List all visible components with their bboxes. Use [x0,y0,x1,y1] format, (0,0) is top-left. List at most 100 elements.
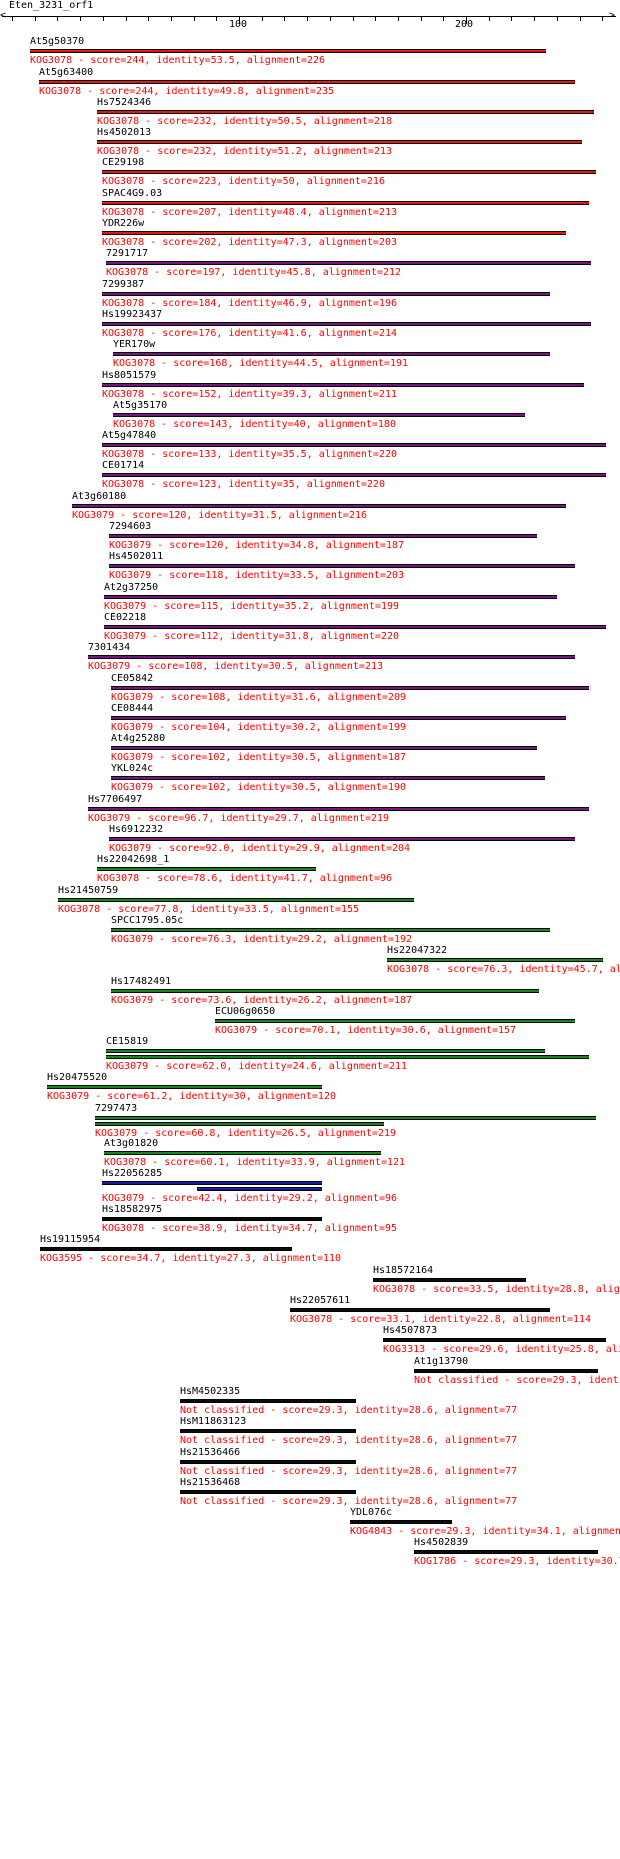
hit-name[interactable]: At5g35170 [113,400,168,411]
hit-alignment-bar[interactable] [109,534,537,538]
hit-alignment-bar[interactable] [40,1247,292,1251]
hit-name[interactable]: Hs18572164 [373,1265,434,1276]
hit-name[interactable]: YKL024c [111,763,154,774]
hit-alignment-bar[interactable] [387,958,603,962]
hit-alignment-bar[interactable] [215,1019,575,1023]
hit-name[interactable]: Hs20475520 [47,1072,108,1083]
hit-name[interactable]: Hs6912232 [109,824,164,835]
hit-name[interactable]: 7297473 [95,1103,138,1114]
hit-alignment-bar[interactable] [106,261,591,265]
hit-alignment-bar[interactable] [102,1217,322,1221]
hit-alignment-bar[interactable] [102,292,550,296]
hit-name[interactable]: CE02218 [104,612,147,623]
hit-alignment-bar[interactable] [111,746,537,750]
hit-name[interactable]: SPCC1795.05c [111,915,184,926]
hit-name[interactable]: Hs4502011 [109,551,164,562]
hit-alignment-bar[interactable] [111,989,539,993]
hit-alignment-bar[interactable] [197,1187,322,1191]
hit-name[interactable]: Hs17482491 [111,976,172,987]
hit-alignment-bar[interactable] [102,231,566,235]
hit-alignment-bar[interactable] [72,504,566,508]
hit-alignment-bar[interactable] [58,898,414,902]
hit-alignment-bar[interactable] [104,1151,381,1155]
hit-alignment-bar[interactable] [102,473,606,477]
hit-name[interactable]: At5g47840 [102,430,157,441]
hit-alignment-bar[interactable] [373,1278,526,1282]
hit-name[interactable]: 7291717 [106,248,149,259]
hit-alignment-bar[interactable] [109,837,575,841]
hit-alignment-bar[interactable] [113,352,550,356]
hit-alignment-bar[interactable] [104,625,606,629]
hit-name[interactable]: At4g25280 [111,733,166,744]
hit-alignment-bar[interactable] [111,686,589,690]
hit-alignment-bar[interactable] [109,564,575,568]
hit-alignment-bar[interactable] [95,1116,596,1120]
hit-alignment-bar[interactable] [102,322,591,326]
hit-alignment-bar[interactable] [39,80,575,84]
hit-name[interactable]: SPAC4G9.03 [102,188,163,199]
hit-name[interactable]: CE05842 [111,673,154,684]
hit-name[interactable]: Hs8051579 [102,370,157,381]
hit-name[interactable]: 7294603 [109,521,152,532]
hit-name[interactable]: ECU06g0650 [215,1006,276,1017]
hit-name[interactable]: 7301434 [88,642,131,653]
hit-alignment-bar[interactable] [113,413,525,417]
hit-alignment-bar[interactable] [97,867,316,871]
hit-alignment-bar[interactable] [111,716,566,720]
hit-alignment-bar[interactable] [88,655,575,659]
hit-alignment-bar[interactable] [180,1490,356,1494]
hit-alignment-bar[interactable] [414,1369,598,1373]
hit-alignment-bar[interactable] [350,1520,452,1524]
hit-alignment-bar[interactable] [104,595,557,599]
hit-alignment-bar[interactable] [102,170,596,174]
hit-alignment-bar[interactable] [106,1049,545,1053]
hit-name[interactable]: Hs21450759 [58,885,119,896]
hit-alignment-bar[interactable] [102,443,606,447]
hit-alignment-bar[interactable] [102,1181,322,1185]
hit-name[interactable]: At3g60180 [72,491,127,502]
hit-name[interactable]: Hs22047322 [387,945,448,956]
hit-alignment-bar[interactable] [180,1460,356,1464]
hit-name[interactable]: At1g13790 [414,1356,469,1367]
hit-alignment-bar[interactable] [97,140,582,144]
hit-alignment-bar[interactable] [383,1338,606,1342]
hit-name[interactable]: 7299387 [102,279,145,290]
hit-alignment-bar[interactable] [290,1308,550,1312]
hit-name[interactable]: Hs4502839 [414,1537,469,1548]
hit-name[interactable]: CE08444 [111,703,154,714]
hit-alignment-bar[interactable] [111,928,550,932]
hit-name[interactable]: Hs7706497 [88,794,143,805]
hit-alignment-bar[interactable] [47,1085,322,1089]
hit-alignment-bar[interactable] [88,807,589,811]
hit-alignment-bar[interactable] [102,201,589,205]
hit-alignment-bar[interactable] [414,1550,598,1554]
hit-name[interactable]: Hs19115954 [40,1234,101,1245]
hit-name[interactable]: Hs4502013 [97,127,152,138]
hit-name[interactable]: At2g37250 [104,582,159,593]
hit-name[interactable]: Hs21536466 [180,1447,241,1458]
hit-alignment-bar[interactable] [106,1055,589,1059]
hit-name[interactable]: At3g01820 [104,1138,159,1149]
hit-name[interactable]: Hs22042698_1 [97,854,170,865]
hit-name[interactable]: YDR226w [102,218,145,229]
hit-name[interactable]: Hs21536468 [180,1477,241,1488]
hit-name[interactable]: HsM11863123 [180,1416,247,1427]
hit-name[interactable]: At5g50370 [30,36,85,47]
hit-name[interactable]: YER170w [113,339,156,350]
hit-name[interactable]: Hs7524346 [97,97,152,108]
hit-name[interactable]: HsM4502335 [180,1386,241,1397]
hit-name[interactable]: YDL076c [350,1507,393,1518]
hit-name[interactable]: CE29198 [102,157,145,168]
hit-alignment-bar[interactable] [30,49,546,53]
hit-name[interactable]: CE01714 [102,460,145,471]
hit-name[interactable]: Hs22056285 [102,1168,163,1179]
hit-name[interactable]: Hs18582975 [102,1204,163,1215]
hit-alignment-bar[interactable] [97,110,594,114]
hit-name[interactable]: Hs19923437 [102,309,163,320]
hit-name[interactable]: Hs4507873 [383,1325,438,1336]
hit-alignment-bar[interactable] [180,1429,356,1433]
hit-name[interactable]: At5g63400 [39,67,94,78]
hit-alignment-bar[interactable] [111,776,545,780]
hit-alignment-bar[interactable] [95,1122,384,1126]
hit-name[interactable]: Hs22057611 [290,1295,351,1306]
